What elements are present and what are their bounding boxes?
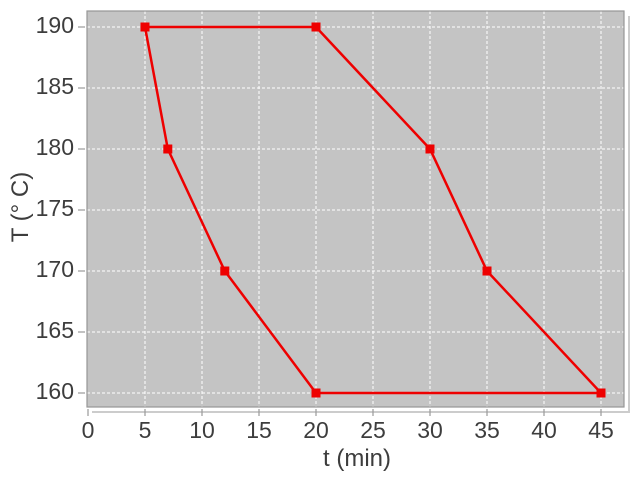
data-point-marker [140,22,150,32]
x-tick-label: 30 [417,417,443,443]
x-tick-label: 25 [360,417,386,443]
x-tick-label: 15 [246,417,272,443]
x-tick-label: 35 [474,417,500,443]
y-tick-label: 175 [36,195,74,221]
x-tick-label: 20 [303,417,329,443]
data-point-marker [220,266,230,276]
plot-area-background [87,11,624,407]
x-axis-label: t (min) [323,445,391,472]
x-tick-label: 40 [531,417,557,443]
y-tick-label: 170 [36,256,74,282]
plot-border [86,10,625,408]
y-axis-label: T (° C) [7,171,34,243]
y-tick-label: 190 [36,12,74,38]
y-tick-label: 160 [36,378,74,404]
x-tick-label: 5 [139,417,152,443]
x-tick-label: 10 [189,417,215,443]
y-tick-label: 180 [36,134,74,160]
plot-shadow [92,16,630,413]
data-point-marker [311,388,321,398]
data-point-marker [425,144,435,154]
y-tick-label: 185 [36,73,74,99]
data-point-marker [596,388,606,398]
data-point-marker [482,266,492,276]
x-tick-label: 0 [82,417,95,443]
y-tick-label: 165 [36,317,74,343]
data-point-marker [311,22,321,32]
data-point-marker [163,144,173,154]
x-tick-label: 45 [588,417,614,443]
